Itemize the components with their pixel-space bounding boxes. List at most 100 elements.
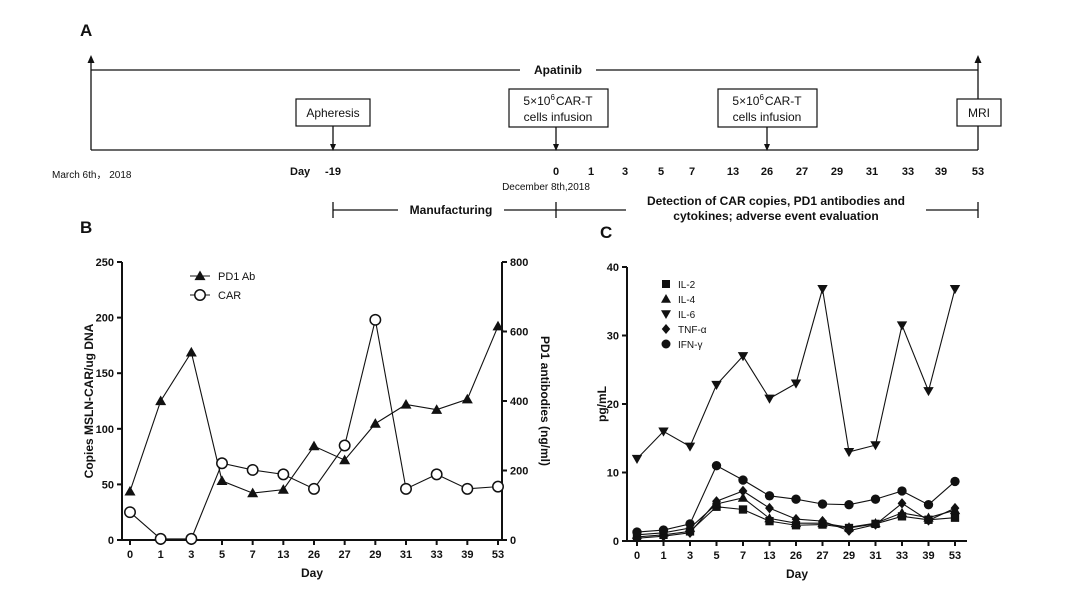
- infusion-1-box: [508, 88, 609, 128]
- y-tick-label: 0: [108, 535, 114, 547]
- data-point-ifn: [923, 500, 934, 510]
- timeline-day-5: 5: [658, 166, 664, 178]
- legend-marker-il-4: [661, 294, 671, 303]
- y-tick-label: 100: [96, 424, 114, 436]
- data-point-pd1-ab: [492, 320, 504, 331]
- data-point-pd1-ab: [461, 393, 473, 404]
- data-point-car: [277, 468, 290, 481]
- infusion-2-arrowhead: [764, 144, 770, 151]
- x-tick-label: 3: [188, 549, 194, 561]
- timeline-day-3: 3: [622, 166, 628, 178]
- panel-a: A Apatinib Apheresis 5×106CAR-T cells in…: [52, 21, 1002, 225]
- x-tick-label: 1: [158, 549, 164, 561]
- data-point-il-4: [764, 513, 775, 523]
- infusion-2-suffix: CAR-T: [765, 94, 802, 108]
- x-tick-label: 26: [790, 550, 802, 562]
- x-tick-label: 29: [843, 550, 855, 562]
- data-point-pd1-ab: [400, 398, 412, 409]
- data-point-car: [154, 532, 167, 545]
- y-tick-label: 40: [607, 262, 619, 274]
- x-tick-label: 33: [431, 549, 443, 561]
- mri-label: MRI: [968, 106, 990, 120]
- infusion-1-line1: 5×106CAR-T: [523, 93, 593, 108]
- series-tnf: [632, 485, 960, 544]
- apheresis-label: Apheresis: [306, 106, 359, 120]
- legend-marker-ifn: [661, 339, 671, 349]
- infusion-1-line2: cells infusion: [524, 110, 593, 124]
- legend-label-ifn: IFN-γ: [678, 340, 702, 351]
- apheresis-arrowhead: [330, 144, 336, 151]
- legend-label-pd1-ab: PD1 Ab: [218, 271, 255, 283]
- start-date-label: March 6th， 2018: [52, 170, 132, 181]
- data-point-tnf: [765, 502, 774, 514]
- data-point-car: [124, 506, 136, 519]
- timeline-day-19: -19: [325, 166, 341, 178]
- data-point-ifn: [844, 500, 854, 510]
- data-point-pd1-ab: [216, 475, 228, 486]
- legend-marker-car: [194, 289, 206, 301]
- legend: PD1 Ab CAR: [190, 270, 255, 302]
- data-point-ifn: [950, 476, 960, 487]
- data-point-car: [338, 439, 351, 452]
- data-point-il-6: [949, 285, 961, 295]
- timeline-day-labels: -19 0 1 3 5 7 13 26 27 29 31 33 39 53: [325, 166, 984, 178]
- infusion-1-suffix: CAR-T: [556, 94, 593, 108]
- legend-label-il-6: IL-6: [678, 310, 696, 321]
- data-point-il-6: [790, 379, 802, 389]
- x-tick-label: 31: [869, 550, 881, 562]
- y-axis-title: Copies MSLN-CAR/ug DNA: [82, 323, 96, 478]
- data-point-il-6: [737, 352, 749, 362]
- apatinib-label: Apatinib: [534, 63, 582, 77]
- data-point-il-6: [843, 448, 855, 458]
- data-point-pd1-ab: [185, 346, 197, 357]
- data-point-car: [185, 532, 198, 545]
- data-point-car: [308, 482, 320, 495]
- legend-marker-tnf: [661, 324, 671, 334]
- timeline-day-39: 39: [935, 166, 947, 178]
- x-tick-label: 1: [660, 550, 666, 562]
- series-car: [124, 313, 504, 545]
- data-point-tnf: [712, 496, 721, 507]
- data-point-ifn: [897, 486, 907, 496]
- legend-marker-il-6: [661, 310, 671, 319]
- panel-label-a: A: [80, 21, 92, 40]
- timeline-day-31: 31: [866, 166, 878, 178]
- timeline-day-1: 1: [588, 166, 594, 178]
- data-point-pd1-ab: [339, 454, 351, 465]
- data-point-tnf: [818, 515, 827, 527]
- data-point-pd1-ab: [431, 404, 443, 414]
- y-tick-label: 150: [96, 368, 114, 380]
- data-point-il-6: [684, 442, 696, 452]
- data-point-tnf: [897, 498, 907, 509]
- series-line-pd1-ab: [129, 326, 499, 494]
- data-point-il-6: [817, 285, 828, 295]
- data-point-car: [430, 468, 443, 481]
- infusion-2-sup: 6: [759, 93, 764, 102]
- legend-marker-il-2: [662, 280, 670, 288]
- data-point-tnf: [791, 513, 801, 525]
- data-point-pd1-ab: [247, 487, 259, 498]
- timeline-day-27: 27: [796, 166, 808, 178]
- panel-label-b: B: [80, 218, 92, 237]
- apatinib-label-bg: [520, 61, 596, 79]
- y-tick-label: 250: [96, 257, 114, 269]
- data-point-ifn: [817, 499, 828, 509]
- data-point-tnf: [844, 525, 854, 536]
- infusion-2-line1: 5×106CAR-T: [732, 93, 802, 108]
- y2-tick-label: 400: [510, 396, 528, 408]
- data-point-ifn: [791, 494, 801, 504]
- detection-label-bg: [626, 193, 926, 225]
- apatinib-end-arrowhead: [974, 55, 982, 63]
- infusion-1-sup: 6: [550, 93, 555, 102]
- legend-label-tnf: TNF-α: [678, 325, 707, 336]
- data-point-il-4: [896, 507, 908, 517]
- detection-label-line1: Detection of CAR copies, PD1 antibodies …: [647, 194, 905, 208]
- infusion-2-line2: cells infusion: [733, 110, 802, 124]
- x-tick-label: 29: [369, 549, 381, 561]
- x-tick-label: 27: [339, 549, 351, 561]
- data-point-ifn: [870, 494, 881, 504]
- data-point-car: [216, 457, 228, 470]
- x-tick-label: 33: [896, 550, 908, 562]
- x-axis-title: Day: [786, 567, 808, 581]
- x-tick-label: 26: [308, 549, 320, 561]
